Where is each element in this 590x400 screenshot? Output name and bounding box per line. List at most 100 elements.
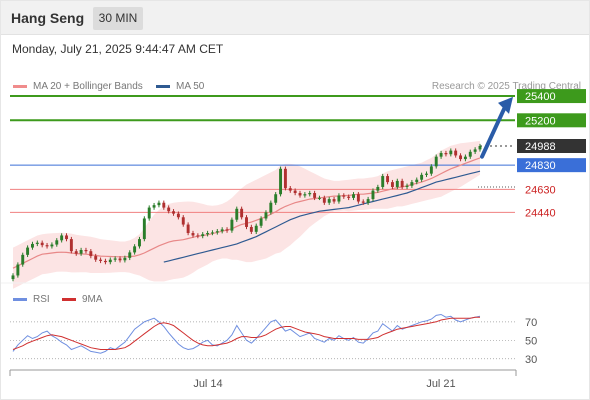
ma20-swatch <box>13 85 27 88</box>
rsi-ma-line <box>12 316 480 350</box>
candle-body <box>288 188 292 191</box>
legend-rsi-label: RSI <box>33 294 50 305</box>
candle-body <box>327 199 331 203</box>
candle-body <box>249 226 253 232</box>
candle-body <box>444 153 448 155</box>
candle-body <box>133 246 137 253</box>
chart-datetime: Monday, July 21, 2025 9:44:47 AM CET <box>12 42 224 56</box>
candle-body <box>172 211 175 214</box>
ma50-line <box>163 170 481 263</box>
candle-body <box>220 229 224 232</box>
level-label-24988: 24988 <box>525 141 556 153</box>
candle-body <box>264 212 268 219</box>
rsi-swatch <box>13 298 27 301</box>
ma50-swatch <box>156 85 170 88</box>
candle-body <box>16 264 20 276</box>
candle-body <box>89 251 93 257</box>
candle-body <box>318 197 321 199</box>
candle-body <box>454 150 458 156</box>
candle-body <box>459 155 463 160</box>
candle-body <box>298 193 302 196</box>
candle-body <box>167 207 171 212</box>
candle-body <box>386 176 390 183</box>
candle-body <box>332 199 336 202</box>
candle-body <box>293 190 297 194</box>
candle-body <box>103 260 107 263</box>
legend-ma20: MA 20 + Bollinger Bands <box>13 81 143 92</box>
candle-body <box>361 201 365 203</box>
candle-body <box>40 242 44 246</box>
candle-body <box>225 229 229 231</box>
candle-body <box>157 202 161 206</box>
rsi-level-label-30: 30 <box>525 354 537 366</box>
candle-body <box>181 217 185 225</box>
candle-body <box>65 235 68 240</box>
rsi-line <box>12 313 481 354</box>
candle-body <box>405 185 409 187</box>
candle-body <box>30 243 34 248</box>
candle-body <box>356 194 360 202</box>
candle-body <box>138 239 141 247</box>
level-label-25400: 25400 <box>525 91 556 103</box>
candle-body <box>123 257 127 261</box>
candle-body <box>11 275 15 280</box>
candle-body <box>269 202 273 213</box>
candle-body <box>449 150 453 155</box>
candle-body <box>463 156 467 160</box>
legend-rsi: RSI <box>13 294 50 305</box>
level-label-24630: 24630 <box>525 184 556 196</box>
candle-body <box>50 244 54 247</box>
candle-body <box>147 207 151 219</box>
candle-body <box>94 256 98 260</box>
candle-body <box>152 205 156 208</box>
rsi-level-label-70: 70 <box>525 317 537 329</box>
candle-body <box>439 153 443 157</box>
candle-body <box>128 252 132 258</box>
candle-body <box>415 179 419 183</box>
candle-body <box>45 245 49 247</box>
level-label-bg-25400 <box>517 89 586 104</box>
candle-body <box>410 182 414 186</box>
research-credit: Research © 2025 Trading Central <box>431 81 581 92</box>
legend-rsi-ma: 9MA <box>62 294 103 305</box>
level-label-bg-24988 <box>517 139 586 153</box>
candle-body <box>210 232 214 234</box>
candle-body <box>337 195 341 202</box>
candle-body <box>473 149 477 152</box>
chart-header: Hang Seng 30 MIN <box>0 0 590 35</box>
candle-body <box>240 208 244 218</box>
candle-body <box>118 258 122 261</box>
rsi-ma-swatch <box>62 298 76 301</box>
candle-body <box>376 186 380 191</box>
candle-body <box>322 197 326 203</box>
candle-body <box>162 202 166 208</box>
candle-body <box>425 173 428 175</box>
candle-body <box>308 193 312 195</box>
legend-ma50-label: MA 50 <box>176 81 205 92</box>
candle-body <box>420 174 424 180</box>
candle-body <box>84 250 88 252</box>
candle-body <box>342 195 346 197</box>
rsi-level-label-50: 50 <box>525 335 537 347</box>
candle-body <box>186 224 190 234</box>
candle-body <box>108 259 112 263</box>
candle-body <box>395 180 399 187</box>
candle-body <box>259 218 263 226</box>
candle-body <box>74 251 78 254</box>
candle-body <box>352 194 355 198</box>
timeframe-button[interactable]: 30 MIN <box>93 7 143 30</box>
candle-body <box>429 166 433 174</box>
candle-body <box>60 235 64 241</box>
candle-body <box>254 225 258 232</box>
candle-body <box>283 168 287 189</box>
candle-body <box>390 182 394 187</box>
candle-body <box>468 151 472 157</box>
candle-body <box>201 234 205 237</box>
x-tick-label: Jul 14 <box>193 378 222 390</box>
candle-body <box>235 208 239 220</box>
candle-body <box>279 168 283 195</box>
candle-body <box>79 250 83 254</box>
legend-ma20-label: MA 20 + Bollinger Bands <box>33 81 143 92</box>
candle-body <box>400 180 404 187</box>
